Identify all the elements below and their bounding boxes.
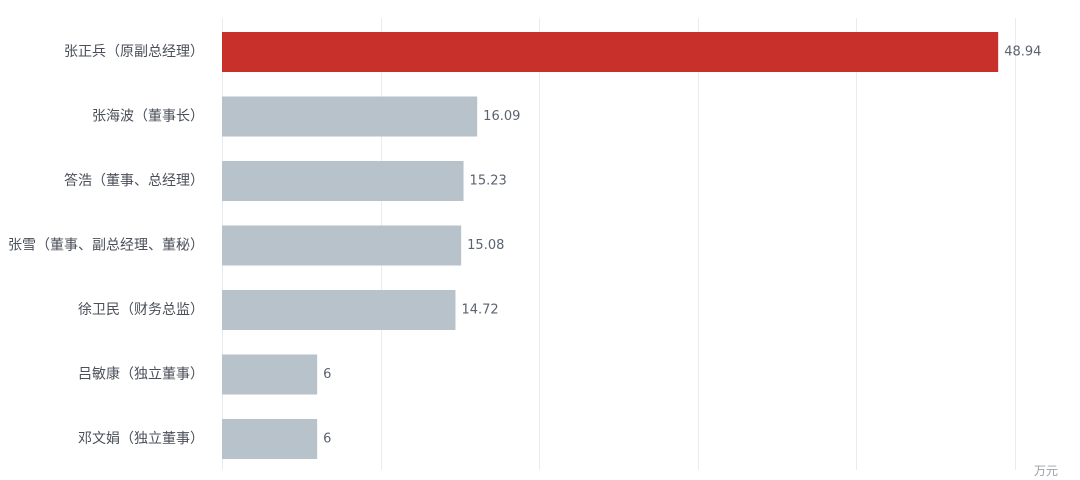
category-label-4: 徐卫民（财务总监） [78,302,204,318]
label-layer: 张正兵（原副总经理） 48.94 张海波（董事长） 16.09 答浩（董事、总经理） 15… [8,44,1041,447]
bar-0 [222,32,999,72]
value-label-2: 15.23 [470,174,507,189]
bar-5 [222,354,318,395]
category-label-2: 答浩（董事、总经理） [64,172,204,189]
unit-label: 万元 [1034,464,1058,478]
grid-layer [222,18,1016,470]
category-label-0: 张正兵（原副总经理） [64,44,204,60]
value-label-1: 16.09 [483,109,520,124]
category-label-1: 张海波（董事长） [92,109,204,125]
bar-1 [222,96,478,137]
bar-layer [222,32,999,459]
value-label-5: 6 [323,367,331,382]
bar-2 [222,161,464,201]
value-label-4: 14.72 [461,303,498,318]
bar-3 [222,225,462,266]
value-label-3: 15.08 [467,238,504,253]
bar-4 [222,290,456,330]
value-label-6: 6 [323,432,331,447]
category-label-3: 张雪（董事、副总经理、董秘） [8,238,204,254]
value-label-0: 48.94 [1004,45,1041,60]
bar-6 [222,419,318,459]
category-label-5: 吕敏康（独立董事） [78,366,204,383]
category-label-6: 邓文娟（独立董事） [78,431,204,447]
